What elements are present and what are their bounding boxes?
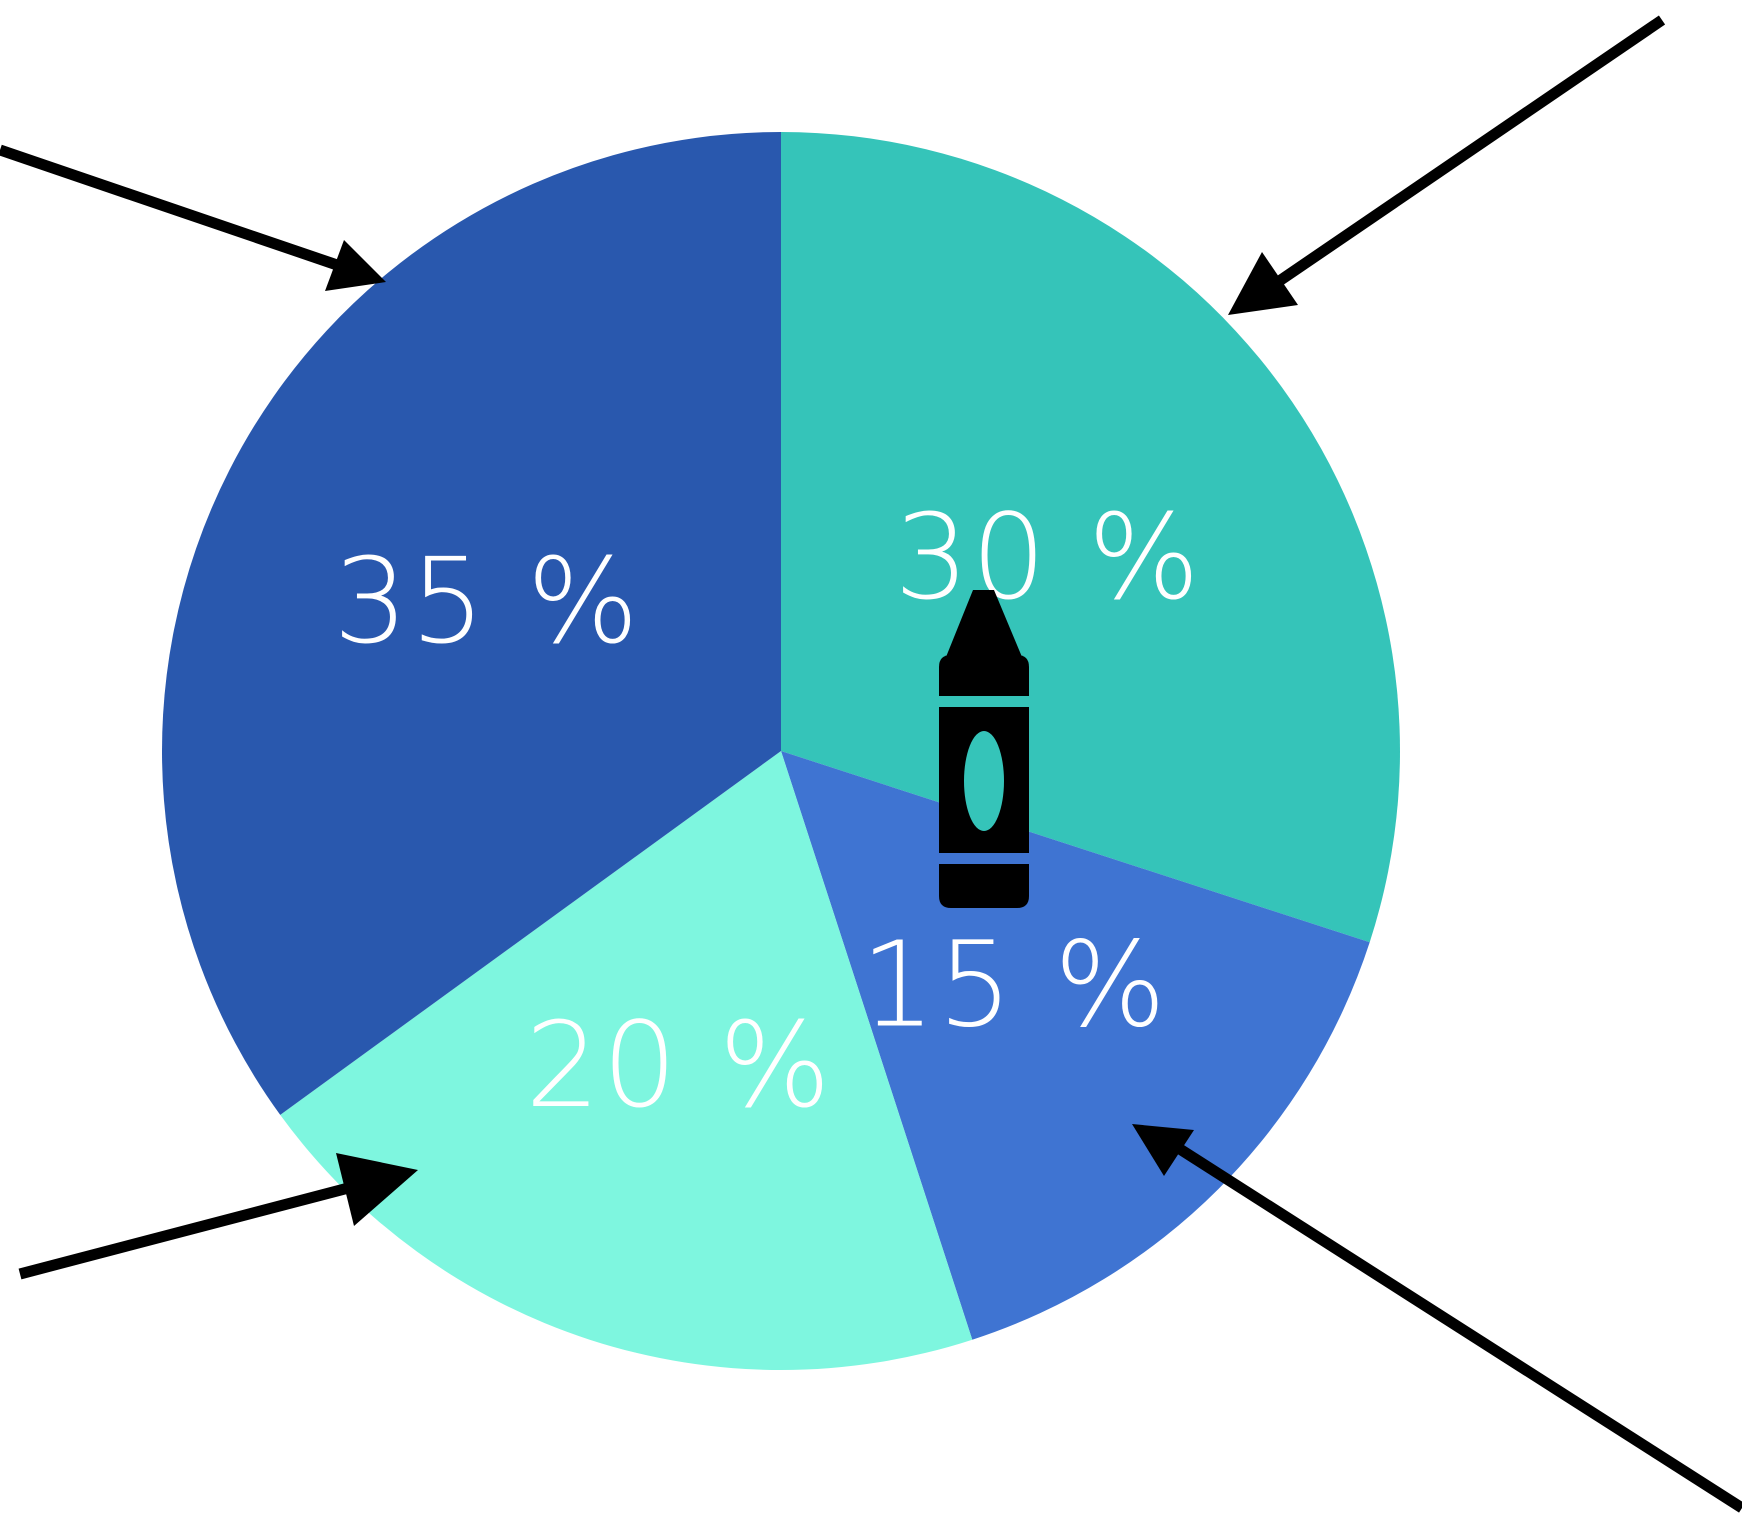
slice-label: 35 % (333, 532, 641, 670)
arrow-bottom-right (1132, 1124, 1742, 1513)
pie-slices (162, 132, 1400, 1370)
slice-label: 15 % (860, 915, 1168, 1053)
pie-slice (162, 132, 781, 1115)
crayon-icon (939, 590, 1029, 908)
callout-arrows (0, 15, 1742, 1513)
slice-label: 30 % (894, 488, 1202, 626)
pie-slice (781, 132, 1400, 943)
pie-slice (781, 751, 1370, 1340)
arrow-bottom-left (18, 1153, 418, 1280)
arrow-top-left (0, 144, 386, 291)
slice-labels: 30 % 15 %20 % 35 % (333, 488, 1202, 1134)
pie-slice (280, 751, 973, 1370)
slice-label: 20 % (525, 996, 833, 1134)
arrow-top-right (1228, 15, 1666, 315)
